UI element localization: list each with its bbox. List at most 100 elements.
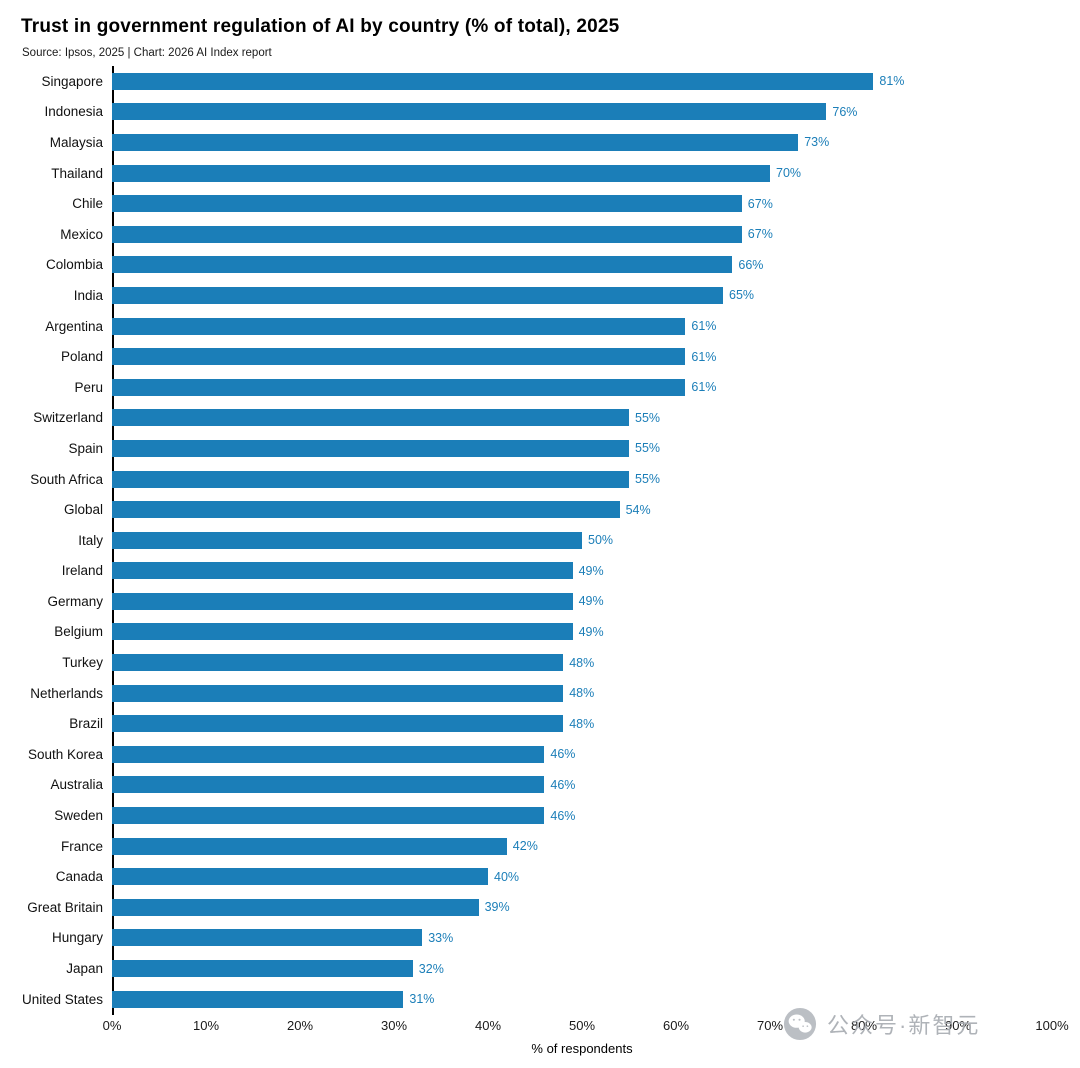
x-tick-label: 80% (850, 1018, 878, 1033)
bar (112, 317, 686, 335)
bar-value-label: 55% (635, 441, 661, 456)
bar-plot-area: 42% (112, 831, 1080, 862)
country-label: Australia (50, 777, 103, 793)
bar-plot-area: 70% (112, 158, 1080, 189)
bar-value-label: 67% (747, 196, 773, 211)
watermark-text: 公众号·新智元 (827, 1013, 981, 1038)
bar-row: Japan 32% (0, 953, 1080, 984)
chart-title: Trust in government regulation of AI by … (21, 16, 620, 37)
bar (112, 470, 629, 488)
bar-row: Australia 46% (0, 770, 1080, 801)
bar-plot-area: 76% (112, 97, 1080, 128)
bar (112, 286, 723, 304)
country-label: Poland (60, 349, 103, 365)
bar-plot-area: 66% (112, 250, 1080, 281)
x-axis-label: % of respondents (531, 1041, 633, 1056)
bar-plot-area: 49% (112, 586, 1080, 617)
bar (112, 133, 799, 151)
bar-plot-area: 48% (112, 708, 1080, 739)
bar-plot-area: 61% (112, 372, 1080, 403)
bar (112, 562, 573, 580)
x-tick-label: 70% (756, 1018, 784, 1033)
bar-row: Colombia 66% (0, 250, 1080, 281)
country-label: Argentina (45, 318, 103, 334)
country-label: Japan (66, 961, 103, 977)
country-label: South Africa (30, 471, 103, 487)
bar (112, 654, 564, 672)
bar-plot-area: 55% (112, 433, 1080, 464)
bar (112, 776, 545, 794)
bar (112, 898, 479, 916)
bar-value-label: 61% (691, 380, 717, 395)
bar-plot-area: 67% (112, 188, 1080, 219)
bar (112, 868, 488, 886)
bar (112, 378, 686, 396)
country-label: Italy (78, 532, 103, 548)
country-label: Great Britain (27, 899, 103, 915)
bar-row: Germany 49% (0, 586, 1080, 617)
bar-row: Global 54% (0, 494, 1080, 525)
bar-row: Singapore 81% (0, 66, 1080, 97)
bar-row: Peru 61% (0, 372, 1080, 403)
bar-plot-area: 73% (112, 127, 1080, 158)
bar (112, 164, 770, 182)
watermark: 公众号·新智元 (783, 1007, 980, 1041)
bar-row: Poland 61% (0, 341, 1080, 372)
country-label: Switzerland (33, 410, 103, 426)
x-tick-label: 10% (192, 1018, 220, 1033)
bar-row: Great Britain 39% (0, 892, 1080, 923)
bar (112, 990, 404, 1008)
country-label: Peru (74, 379, 103, 395)
bar-row: Malaysia 73% (0, 127, 1080, 158)
country-label: Brazil (69, 716, 103, 732)
bar-value-label: 67% (747, 227, 773, 242)
bar (112, 256, 733, 274)
bar-plot-area: 32% (112, 953, 1080, 984)
bar-plot-area: 48% (112, 647, 1080, 678)
country-label: Global (63, 502, 103, 518)
bar-value-label: 39% (484, 900, 510, 915)
bar-value-label: 46% (550, 747, 576, 762)
bar-value-label: 73% (804, 135, 830, 150)
bar-value-label: 40% (494, 869, 520, 884)
x-tick-label: 40% (474, 1018, 502, 1033)
country-label: Netherlands (30, 685, 103, 701)
bar-value-label: 31% (409, 992, 435, 1007)
bar (112, 929, 423, 947)
country-label: Chile (72, 196, 103, 212)
bar-row: Canada 40% (0, 861, 1080, 892)
bar-plot-area: 61% (112, 311, 1080, 342)
bar-plot-area: 46% (112, 739, 1080, 770)
bar-value-label: 49% (578, 624, 604, 639)
bar-row: United States 31% (0, 984, 1080, 1015)
country-label: France (60, 838, 103, 854)
bar (112, 715, 564, 733)
bar (112, 348, 686, 366)
bar-plot-area: 31% (112, 984, 1080, 1015)
bar (112, 409, 629, 427)
bar (112, 103, 827, 121)
bar (112, 592, 573, 610)
bar-plot-area: 39% (112, 892, 1080, 923)
bar (112, 225, 742, 243)
bar-row: Hungary 33% (0, 923, 1080, 954)
bar-value-label: 48% (569, 686, 595, 701)
bar-row: Spain 55% (0, 433, 1080, 464)
chart-source-line: Source: Ipsos, 2025 | Chart: 2026 AI Ind… (22, 47, 272, 59)
bar-row: Mexico 67% (0, 219, 1080, 250)
bar-plot-area: 49% (112, 556, 1080, 587)
bar-plot-area: 49% (112, 617, 1080, 648)
bar-plot-area: 65% (112, 280, 1080, 311)
bar (112, 807, 545, 825)
bar-value-label: 54% (625, 502, 651, 517)
bar (112, 195, 742, 213)
bar-row: Ireland 49% (0, 556, 1080, 587)
bar-plot-area: 61% (112, 341, 1080, 372)
country-label: Indonesia (44, 104, 103, 120)
bar-row: Argentina 61% (0, 311, 1080, 342)
bar-plot-area: 40% (112, 861, 1080, 892)
country-label: Malaysia (49, 134, 103, 150)
bar-row: France 42% (0, 831, 1080, 862)
bar-plot-area: 55% (112, 403, 1080, 434)
